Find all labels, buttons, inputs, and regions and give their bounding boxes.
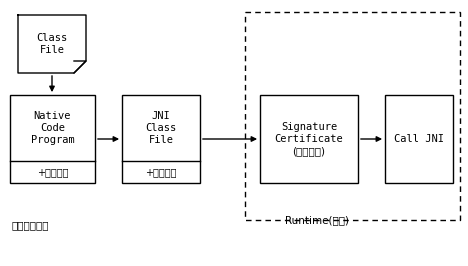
Bar [10,95,95,183]
Text: +数字签名: +数字签名 [145,167,177,177]
Text: Call JNI: Call JNI [394,134,444,144]
Text: Program: Program [30,135,74,145]
Text: JNI: JNI [152,111,170,121]
Bar [122,95,200,183]
Text: Signature: Signature [281,122,337,132]
Text: 本地代码程序: 本地代码程序 [12,220,50,230]
Bar [260,95,358,183]
Bar [245,12,460,220]
Text: +数字签名: +数字签名 [37,167,68,177]
Text: Native: Native [34,111,71,121]
Text: File: File [39,45,65,55]
Bar [385,95,453,183]
Text: Class: Class [146,123,176,133]
Text: File: File [148,135,174,145]
Text: Class: Class [37,33,67,43]
Text: Runtime(运行): Runtime(运行) [285,215,349,225]
Text: Certificate: Certificate [275,134,344,144]
Text: Code: Code [40,123,65,133]
Text: (签名认证): (签名认证) [292,146,326,156]
